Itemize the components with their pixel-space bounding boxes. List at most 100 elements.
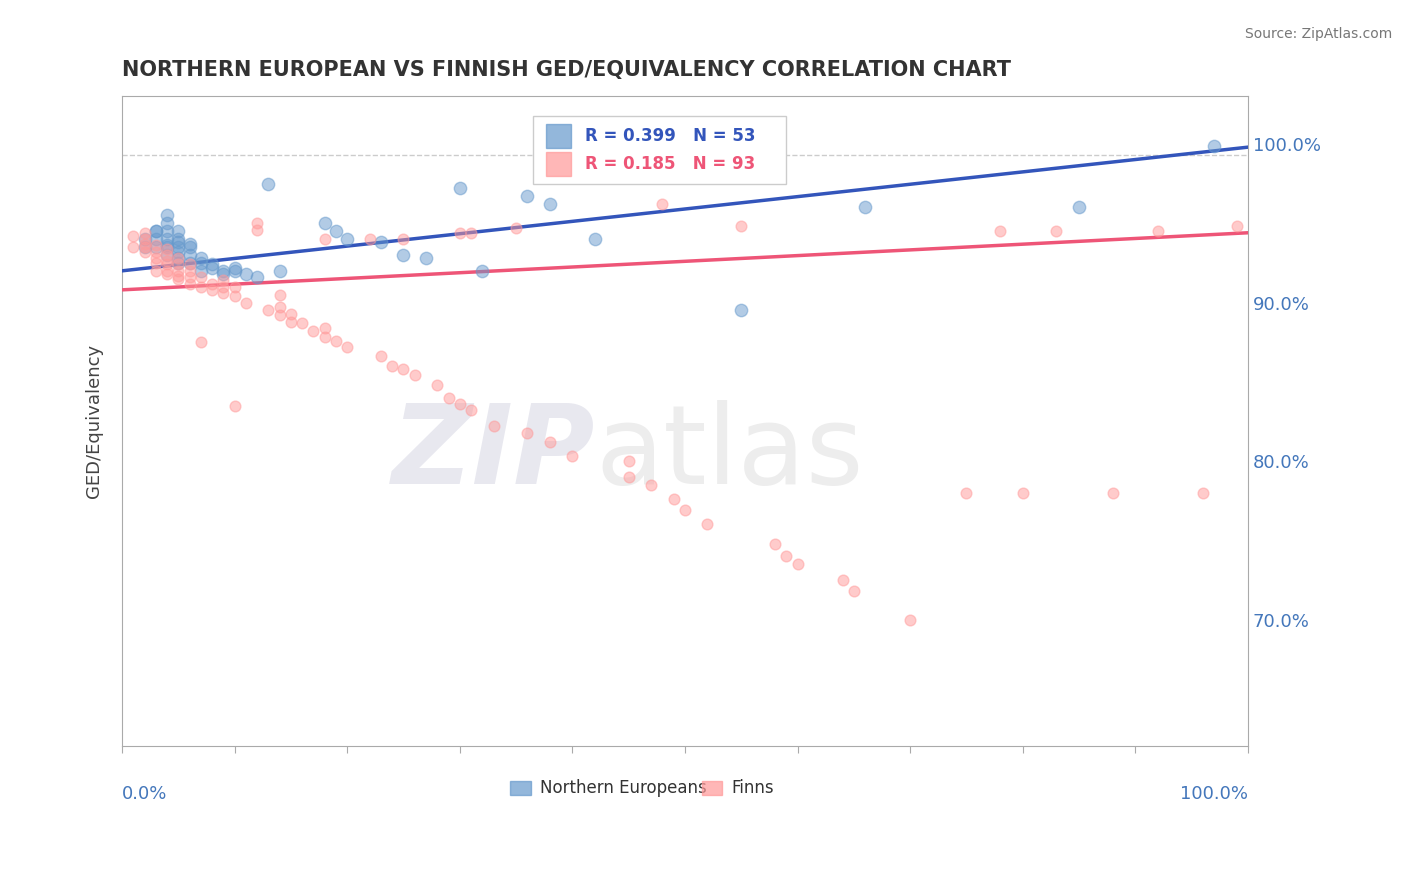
Bar — [510, 780, 530, 795]
Point — [235, 267, 257, 281]
Point — [212, 279, 235, 293]
Point — [156, 216, 179, 230]
Point — [370, 350, 392, 364]
Point — [505, 221, 527, 235]
Point — [359, 232, 381, 246]
Point — [156, 248, 179, 262]
Point — [190, 251, 212, 265]
Bar — [702, 780, 723, 795]
Point — [269, 308, 291, 322]
Text: ZIP: ZIP — [391, 401, 595, 508]
Point — [167, 240, 190, 254]
Point — [471, 264, 494, 278]
Point — [167, 271, 190, 285]
Point — [269, 264, 291, 278]
Point — [167, 251, 190, 265]
Point — [1101, 485, 1123, 500]
Point — [775, 549, 797, 564]
Bar — [547, 124, 571, 148]
Point — [392, 232, 415, 246]
Point — [167, 251, 190, 265]
Point — [280, 307, 302, 321]
Point — [853, 201, 876, 215]
Point — [190, 279, 212, 293]
Point — [449, 181, 471, 195]
Point — [145, 240, 167, 254]
Point — [516, 189, 538, 203]
Point — [134, 232, 156, 246]
Point — [156, 208, 179, 222]
Text: Northern Europeans: Northern Europeans — [540, 779, 706, 797]
Point — [1146, 224, 1168, 238]
Point — [730, 219, 752, 234]
Text: 100.0%: 100.0% — [1180, 786, 1249, 804]
Point — [224, 264, 246, 278]
Point — [190, 256, 212, 270]
Point — [212, 273, 235, 287]
Point — [763, 536, 786, 550]
Point — [167, 258, 190, 272]
Point — [179, 277, 201, 291]
Point — [1045, 224, 1067, 238]
Point — [415, 251, 437, 265]
Point — [1011, 485, 1033, 500]
Text: Finns: Finns — [731, 779, 773, 797]
Point — [392, 362, 415, 376]
Point — [167, 256, 190, 270]
Point — [156, 242, 179, 256]
Point — [156, 240, 179, 254]
Point — [201, 277, 224, 291]
Point — [190, 335, 212, 350]
Point — [201, 260, 224, 275]
Point — [212, 285, 235, 300]
Point — [179, 236, 201, 251]
Point — [516, 425, 538, 440]
Point — [179, 240, 201, 254]
Point — [212, 264, 235, 278]
Point — [314, 330, 336, 344]
Point — [167, 264, 190, 278]
Point — [696, 517, 718, 532]
FancyBboxPatch shape — [533, 116, 786, 184]
Point — [988, 224, 1011, 238]
Point — [673, 503, 696, 517]
Point — [269, 300, 291, 314]
Point — [651, 197, 673, 211]
Point — [302, 324, 325, 338]
Point — [134, 240, 156, 254]
Point — [224, 289, 246, 303]
Point — [617, 470, 640, 484]
Point — [257, 303, 280, 318]
Point — [449, 397, 471, 411]
Point — [561, 450, 583, 464]
Point — [122, 229, 145, 244]
Point — [1226, 219, 1249, 234]
Point — [167, 224, 190, 238]
Point — [460, 403, 482, 417]
Text: R = 0.185   N = 93: R = 0.185 N = 93 — [585, 155, 755, 173]
Point — [955, 485, 977, 500]
Text: R = 0.399   N = 53: R = 0.399 N = 53 — [585, 127, 755, 145]
Point — [145, 256, 167, 270]
Point — [212, 267, 235, 281]
Text: NORTHERN EUROPEAN VS FINNISH GED/EQUIVALENCY CORRELATION CHART: NORTHERN EUROPEAN VS FINNISH GED/EQUIVAL… — [122, 60, 1011, 79]
Point — [134, 226, 156, 240]
Y-axis label: GED/Equivalency: GED/Equivalency — [86, 344, 103, 499]
Point — [280, 314, 302, 328]
Point — [145, 251, 167, 265]
Point — [179, 248, 201, 262]
Point — [145, 264, 167, 278]
Point — [156, 254, 179, 268]
Point — [224, 260, 246, 275]
Point — [179, 270, 201, 285]
Text: 0.0%: 0.0% — [122, 786, 167, 804]
Point — [392, 248, 415, 262]
Point — [145, 244, 167, 259]
Point — [134, 232, 156, 246]
Point — [336, 340, 359, 354]
Point — [134, 244, 156, 259]
Point — [224, 399, 246, 413]
Point — [145, 238, 167, 252]
Point — [314, 216, 336, 230]
Point — [662, 492, 685, 507]
